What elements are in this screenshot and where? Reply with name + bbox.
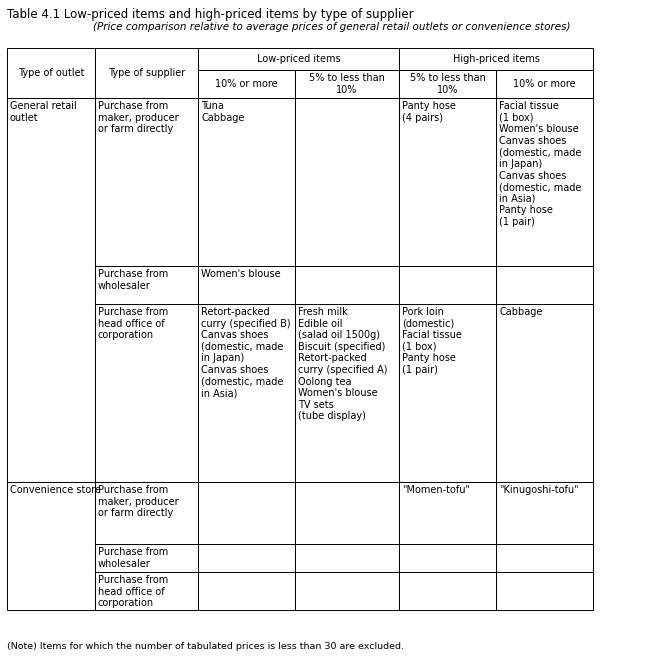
Text: Purchase from
wholesaler: Purchase from wholesaler [98,269,168,291]
Bar [198,482,295,544]
Bar [399,544,496,572]
Bar [95,266,198,304]
Bar [496,482,593,544]
Text: Purchase from
maker, producer
or farm directly: Purchase from maker, producer or farm di… [98,101,178,134]
Bar [295,98,399,266]
Text: 5% to less than
10%: 5% to less than 10% [410,73,485,95]
Text: "Momen-tofu": "Momen-tofu" [402,485,470,495]
Text: Panty hose
(4 pairs): Panty hose (4 pairs) [402,101,456,123]
Text: (Price comparison relative to average prices of general retail outlets or conven: (Price comparison relative to average pr… [93,22,570,32]
Text: Fresh milk
Edible oil
(salad oil 1500g)
Biscuit (specified)
Retort-packed
curry : Fresh milk Edible oil (salad oil 1500g) … [298,307,387,421]
Bar [399,266,496,304]
Text: (Note) Items for which the number of tabulated prices is less than 30 are exclud: (Note) Items for which the number of tab… [7,642,404,651]
Text: 5% to less than
10%: 5% to less than 10% [309,73,385,95]
Bar [7,98,95,482]
Bar [198,572,295,610]
Bar [95,98,198,266]
Bar [295,482,399,544]
Bar [198,48,399,70]
Bar [496,304,593,482]
Bar [95,544,198,572]
Text: Purchase from
wholesaler: Purchase from wholesaler [98,547,168,569]
Bar [7,48,95,98]
Bar [295,544,399,572]
Bar [95,304,198,482]
Bar [496,98,593,266]
Bar [399,572,496,610]
Text: High-priced items: High-priced items [453,54,540,64]
Text: Purchase from
maker, producer
or farm directly: Purchase from maker, producer or farm di… [98,485,178,518]
Bar [295,572,399,610]
Bar [198,304,295,482]
Bar [198,98,295,266]
Bar [295,70,399,98]
Text: General retail
outlet: General retail outlet [10,101,77,123]
Text: Retort-packed
curry (specified B)
Canvas shoes
(domestic, made
in Japan)
Canvas : Retort-packed curry (specified B) Canvas… [201,307,290,398]
Bar [399,98,496,266]
Text: Tuna
Cabbage: Tuna Cabbage [201,101,245,123]
Text: Convenience store: Convenience store [10,485,101,495]
Text: Purchase from
head office of
corporation: Purchase from head office of corporation [98,307,168,340]
Text: 10% or more: 10% or more [215,79,278,89]
Text: 10% or more: 10% or more [513,79,575,89]
Text: Facial tissue
(1 box)
Women's blouse
Canvas shoes
(domestic, made
in Japan)
Canv: Facial tissue (1 box) Women's blouse Can… [499,101,581,227]
Bar [295,304,399,482]
Bar [95,482,198,544]
Text: "Kinugoshi-tofu": "Kinugoshi-tofu" [499,485,579,495]
Bar [198,70,295,98]
Bar [295,266,399,304]
Text: Low-priced items: Low-priced items [257,54,340,64]
Bar [399,304,496,482]
Bar [7,482,95,610]
Text: Table 4.1 Low-priced items and high-priced items by type of supplier: Table 4.1 Low-priced items and high-pric… [7,8,414,21]
Bar [198,544,295,572]
Bar [496,544,593,572]
Text: Cabbage: Cabbage [499,307,542,317]
Bar [496,70,593,98]
Text: Women's blouse: Women's blouse [201,269,280,279]
Bar [399,482,496,544]
Text: Type of supplier: Type of supplier [108,68,185,78]
Bar [399,48,593,70]
Bar [198,266,295,304]
Text: Purchase from
head office of
corporation: Purchase from head office of corporation [98,575,168,608]
Bar [496,572,593,610]
Text: Type of outlet: Type of outlet [18,68,84,78]
Bar [399,70,496,98]
Bar [95,48,198,98]
Text: Pork loin
(domestic)
Facial tissue
(1 box)
Panty hose
(1 pair): Pork loin (domestic) Facial tissue (1 bo… [402,307,462,375]
Bar [496,266,593,304]
Bar [95,572,198,610]
